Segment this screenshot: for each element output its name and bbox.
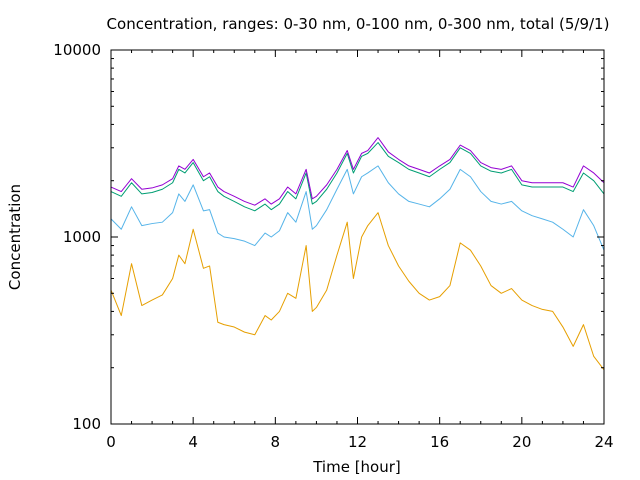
series-line-2 (110, 165, 605, 251)
series-line-3 (110, 142, 605, 212)
x-tick-label: 0 (106, 433, 116, 451)
y-tick-label: 10000 (53, 41, 101, 59)
chart-title: Concentration, ranges: 0-30 nm, 0-100 nm… (107, 15, 610, 33)
plot-frame (110, 49, 605, 425)
x-tick-label: 8 (271, 433, 281, 451)
x-tick-label: 4 (188, 433, 198, 451)
y-tick-label: 100 (72, 415, 101, 433)
x-tick-label: 16 (430, 433, 449, 451)
y-axis-label: Concentration (6, 184, 24, 290)
x-tick-label: 24 (594, 433, 613, 451)
x-tick-label: 20 (512, 433, 531, 451)
x-axis-label: Time [hour] (312, 458, 401, 476)
x-tick-label: 12 (348, 433, 367, 451)
series-layer (110, 137, 605, 371)
tick-layer: 0 4 8 12 16 20 24 100 1000 10000 (53, 41, 613, 451)
series-line-1 (110, 212, 605, 371)
y-tick-label: 1000 (63, 228, 101, 246)
series-line-4 (110, 137, 605, 206)
